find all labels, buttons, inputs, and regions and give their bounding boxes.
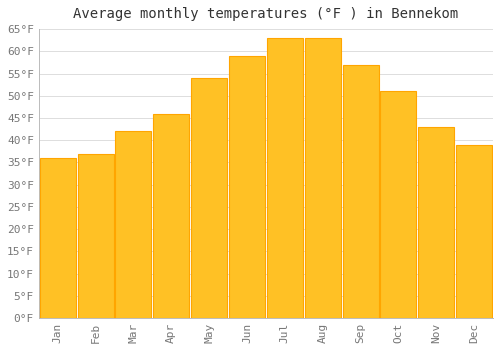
Bar (116, 131, 152, 318)
Title: Average monthly temperatures (°F ) in Bennekom: Average monthly temperatures (°F ) in Be… (74, 7, 458, 21)
Bar (191, 78, 227, 318)
Bar (78, 154, 114, 318)
Bar (40, 158, 76, 318)
Bar (418, 127, 454, 318)
Bar (304, 38, 340, 318)
Bar (456, 145, 492, 318)
Bar (380, 91, 416, 318)
Bar (229, 56, 265, 318)
Bar (342, 65, 378, 318)
Bar (154, 113, 190, 318)
Bar (267, 38, 303, 318)
